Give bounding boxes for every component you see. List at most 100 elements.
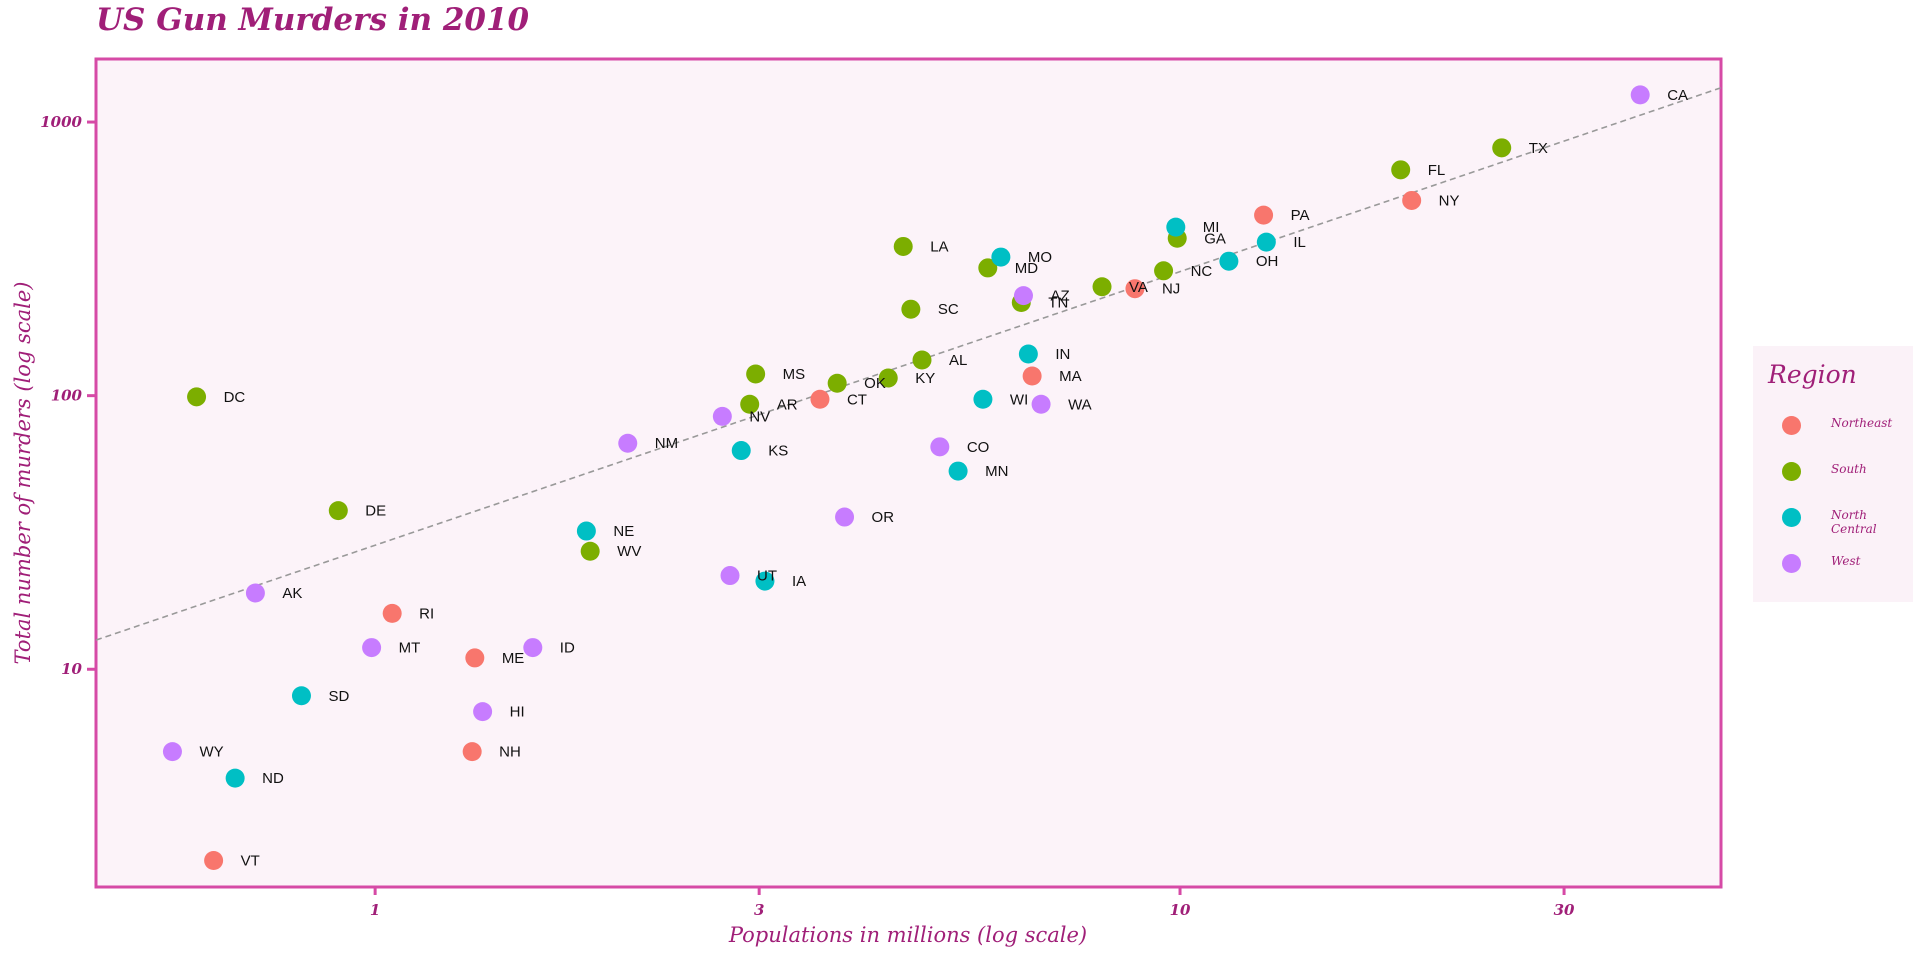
point-label-az: AZ — [1050, 288, 1069, 305]
legend-item-north-central: North Central — [1753, 502, 1913, 536]
point-label-wi: WI — [1010, 391, 1028, 408]
data-point-mn — [948, 461, 968, 481]
point-label-nd: ND — [262, 770, 284, 787]
point-labels-layer: PA NY NJ MA CT RI ME NH VT TX FL GA NC VA TN MD LA SC AL KY… — [199, 87, 1688, 870]
x-axis-label: Populations in millions (log scale) — [728, 923, 1087, 947]
axes-layer: 1 3 10 30 10 100 1000 — [40, 113, 1575, 919]
y-tick-label: 10 — [61, 660, 82, 678]
data-point-ms — [746, 364, 766, 384]
point-label-ut: UT — [757, 568, 777, 585]
point-label-or: OR — [872, 509, 895, 526]
point-label-id: ID — [560, 640, 575, 657]
point-label-al: AL — [949, 352, 967, 369]
data-point-hi — [473, 702, 493, 722]
point-label-ms: MS — [783, 366, 806, 383]
data-point-la — [893, 236, 913, 256]
point-label-wv: WV — [617, 543, 641, 560]
data-point-va — [1092, 277, 1112, 297]
point-label-md: MD — [1015, 260, 1038, 277]
point-label-dc: DC — [224, 389, 246, 406]
point-label-ok: OK — [864, 375, 886, 392]
data-point-co — [930, 437, 950, 457]
legend-title: Region — [1768, 360, 1857, 389]
data-point-or — [835, 507, 855, 527]
legend-dot-north-central — [1782, 508, 1801, 527]
data-point-de — [328, 501, 348, 521]
data-point-ar — [740, 394, 760, 414]
point-label-wa: WA — [1068, 396, 1092, 413]
x-tick-label: 30 — [1554, 901, 1575, 919]
point-label-sd: SD — [328, 688, 349, 705]
point-label-ks: KS — [768, 443, 788, 460]
y-axis-label: Total number of murders (log scale) — [11, 282, 35, 665]
point-label-nc: NC — [1191, 263, 1213, 280]
data-point-pa — [1254, 205, 1274, 225]
legend-label-south: South — [1831, 462, 1867, 476]
data-point-in — [1018, 344, 1038, 364]
data-point-mt — [362, 638, 382, 658]
reference-line-layer — [95, 86, 1722, 641]
data-point-ok — [827, 373, 847, 393]
data-point-ut — [720, 566, 740, 586]
data-point-wy — [162, 742, 182, 762]
point-label-mt: MT — [399, 640, 421, 657]
point-label-va: VA — [1129, 279, 1148, 296]
point-label-ia: IA — [792, 573, 806, 590]
legend-item-northeast: Northeast — [1753, 410, 1913, 440]
data-point-sc — [901, 299, 921, 319]
data-point-ia — [755, 571, 775, 591]
plot-panel — [94, 57, 1723, 889]
point-label-vt: VT — [241, 852, 260, 869]
data-point-al — [912, 350, 932, 370]
data-point-ri — [382, 603, 402, 623]
point-label-pa: PA — [1291, 207, 1310, 224]
data-point-nh — [462, 742, 482, 762]
chart-title: US Gun Murders in 2010 — [96, 2, 530, 38]
data-point-id — [523, 638, 543, 658]
data-point-nd — [225, 768, 245, 788]
legend-label-northeast: Northeast — [1831, 416, 1893, 430]
point-label-sc: SC — [938, 301, 959, 318]
point-label-oh: OH — [1256, 253, 1279, 270]
data-point-az — [1013, 286, 1033, 306]
x-tick-label: 3 — [754, 901, 764, 919]
point-label-la: LA — [930, 238, 948, 255]
data-point-nc — [1154, 261, 1174, 281]
point-label-hi: HI — [510, 704, 525, 721]
point-label-nv: NV — [749, 408, 770, 425]
data-point-mo — [991, 247, 1011, 267]
point-label-nj: NJ — [1162, 281, 1180, 298]
point-label-ga: GA — [1204, 230, 1226, 247]
points-layer — [162, 85, 1650, 870]
point-label-me: ME — [502, 650, 525, 667]
x-tick-label: 10 — [1170, 901, 1191, 919]
legend-item-west: West — [1753, 548, 1913, 578]
data-point-ca — [1630, 85, 1650, 105]
data-point-md — [978, 258, 998, 278]
point-label-ne: NE — [613, 523, 634, 540]
data-point-sd — [291, 686, 311, 706]
legend-label-west: West — [1831, 554, 1861, 568]
data-point-ky — [878, 368, 898, 388]
point-label-fl: FL — [1428, 162, 1446, 179]
legend-dot-south — [1782, 462, 1801, 481]
point-label-ri: RI — [419, 605, 434, 622]
data-point-nv — [712, 406, 732, 426]
point-label-mi: MI — [1203, 219, 1220, 236]
point-label-mo: MO — [1028, 249, 1052, 266]
point-label-nh: NH — [499, 744, 521, 761]
x-tick-label: 1 — [370, 901, 380, 919]
data-point-oh — [1219, 251, 1239, 271]
data-point-ak — [245, 583, 265, 603]
y-tick-label: 1000 — [40, 113, 82, 131]
point-label-nm: NM — [655, 435, 678, 452]
data-point-ct — [810, 389, 830, 409]
point-label-ar: AR — [777, 396, 798, 413]
legend-item-south: South — [1753, 456, 1913, 486]
point-label-ct: CT — [847, 391, 867, 408]
point-label-ak: AK — [282, 585, 302, 602]
data-point-mi — [1166, 217, 1186, 237]
point-label-ca: CA — [1667, 87, 1688, 104]
point-label-mn: MN — [985, 463, 1008, 480]
